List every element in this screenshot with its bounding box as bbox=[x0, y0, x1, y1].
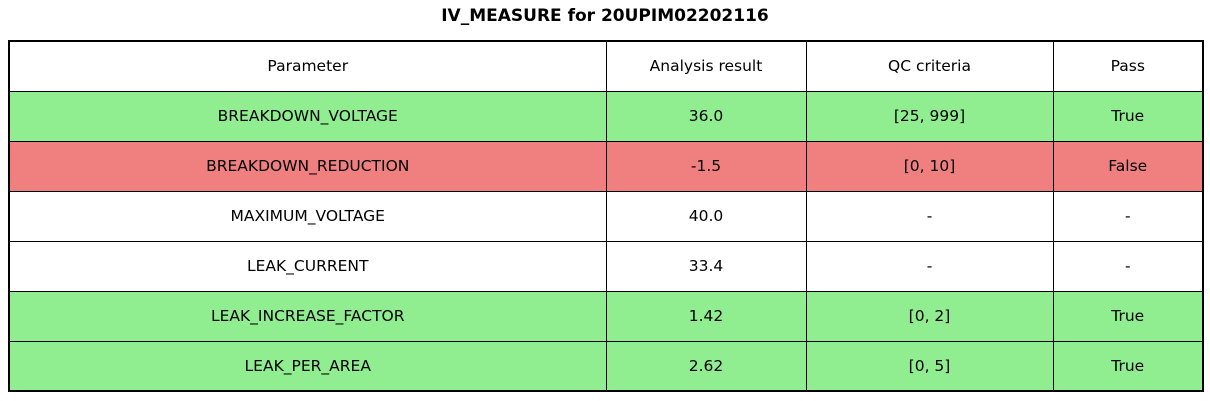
header-row: Parameter Analysis result QC criteria Pa… bbox=[8, 40, 1204, 92]
qc-table-header: Parameter Analysis result QC criteria Pa… bbox=[8, 40, 1204, 92]
result-cell: 36.0 bbox=[605, 90, 807, 142]
table-row: LEAK_CURRENT 33.4 - - bbox=[8, 240, 1204, 292]
table-row: MAXIMUM_VOLTAGE 40.0 - - bbox=[8, 190, 1204, 242]
param-cell: LEAK_CURRENT bbox=[8, 240, 607, 292]
qc-table: Parameter Analysis result QC criteria Pa… bbox=[8, 40, 1204, 392]
criteria-cell: - bbox=[805, 240, 1054, 292]
param-cell: LEAK_INCREASE_FACTOR bbox=[8, 290, 607, 342]
result-cell: 1.42 bbox=[605, 290, 807, 342]
result-cell: 40.0 bbox=[605, 190, 807, 242]
header-cell-analysis-result: Analysis result bbox=[605, 40, 807, 92]
criteria-cell: [0, 10] bbox=[805, 140, 1054, 192]
table-row: LEAK_INCREASE_FACTOR 1.42 [0, 2] True bbox=[8, 290, 1204, 342]
result-cell: -1.5 bbox=[605, 140, 807, 192]
table-row: LEAK_PER_AREA 2.62 [0, 5] True bbox=[8, 340, 1204, 392]
result-cell: 33.4 bbox=[605, 240, 807, 292]
param-cell: LEAK_PER_AREA bbox=[8, 340, 607, 392]
pass-cell: True bbox=[1052, 290, 1204, 342]
criteria-cell: - bbox=[805, 190, 1054, 242]
pass-cell: False bbox=[1052, 140, 1204, 192]
header-cell-qc-criteria: QC criteria bbox=[805, 40, 1054, 92]
header-cell-parameter: Parameter bbox=[8, 40, 607, 92]
criteria-cell: [0, 5] bbox=[805, 340, 1054, 392]
pass-cell: True bbox=[1052, 340, 1204, 392]
result-cell: 2.62 bbox=[605, 340, 807, 392]
criteria-cell: [25, 999] bbox=[805, 90, 1054, 142]
page-title: IV_MEASURE for 20UPIM02202116 bbox=[441, 6, 769, 26]
table-row: BREAKDOWN_REDUCTION -1.5 [0, 10] False bbox=[8, 140, 1204, 192]
pass-cell: - bbox=[1052, 240, 1204, 292]
criteria-cell: [0, 2] bbox=[805, 290, 1054, 342]
qc-table-body: BREAKDOWN_VOLTAGE 36.0 [25, 999] True BR… bbox=[8, 90, 1204, 392]
pass-cell: - bbox=[1052, 190, 1204, 242]
param-cell: BREAKDOWN_VOLTAGE bbox=[8, 90, 607, 142]
pass-cell: True bbox=[1052, 90, 1204, 142]
param-cell: BREAKDOWN_REDUCTION bbox=[8, 140, 607, 192]
param-cell: MAXIMUM_VOLTAGE bbox=[8, 190, 607, 242]
header-cell-pass: Pass bbox=[1052, 40, 1204, 92]
table-row: BREAKDOWN_VOLTAGE 36.0 [25, 999] True bbox=[8, 90, 1204, 142]
